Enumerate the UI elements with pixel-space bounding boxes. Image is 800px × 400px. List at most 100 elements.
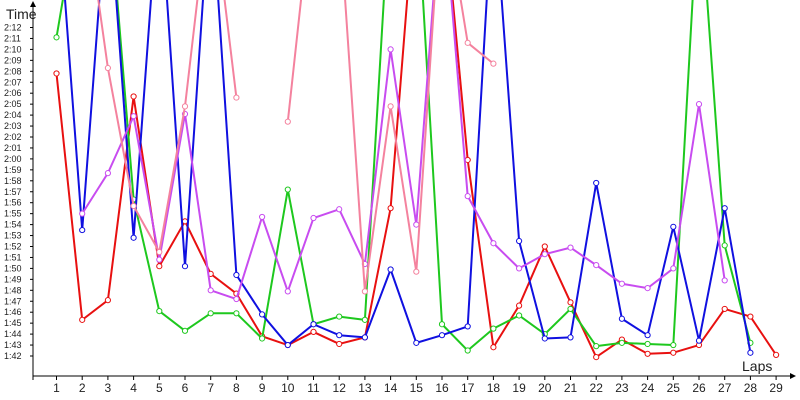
series-4-point	[259, 213, 266, 221]
y-axis-arrow	[30, 1, 36, 7]
series-4-point	[644, 285, 651, 292]
series-5-point	[464, 39, 471, 46]
y-tick-label: 1:44	[4, 329, 22, 339]
series-1-point	[541, 243, 548, 250]
series-1-point	[516, 302, 523, 309]
series-5-point	[104, 64, 112, 72]
series-4-point	[464, 193, 471, 200]
x-tick-label: 24	[641, 381, 655, 395]
series-2-point	[181, 327, 189, 334]
series-4-point	[104, 170, 112, 177]
series-1-point	[721, 305, 728, 313]
series-2-point	[593, 343, 600, 350]
series-4-point	[618, 280, 626, 287]
x-tick-label: 11	[307, 381, 320, 395]
series-1-point	[670, 349, 677, 356]
series-2-point	[156, 308, 163, 315]
x-axis-ticks: 1 2 3 4 5 6 7 8 9 10 11 12 13 14 15 16 17 18 19 20 21 22 23 24 2…	[53, 376, 783, 395]
y-tick-label: 1:43	[4, 340, 22, 350]
series-3-point	[413, 339, 420, 346]
series-3-point	[181, 263, 189, 270]
series-5-point	[181, 103, 189, 110]
x-tick-label: 15	[410, 381, 424, 395]
series-1-point	[104, 297, 112, 304]
series-2-point	[233, 310, 240, 317]
y-tick-label: 1:59	[4, 165, 22, 175]
y-tick-label: 2:07	[4, 77, 22, 87]
series-2-point	[670, 341, 677, 349]
series-4-point	[233, 295, 240, 303]
series-1-point	[464, 156, 471, 164]
series-5-point	[413, 268, 420, 275]
series-3-point	[233, 271, 240, 279]
series-4-point	[156, 256, 163, 263]
series-3-line	[64, 0, 752, 353]
series-4-point	[567, 244, 574, 251]
series-3-point	[336, 332, 343, 339]
series-2-point	[567, 305, 574, 313]
y-tick-label: 1:48	[4, 285, 22, 295]
x-tick-label: 8	[233, 381, 240, 395]
series-2	[53, 0, 754, 354]
series-5-point	[233, 94, 240, 101]
series-4-point	[593, 262, 600, 269]
series-3-point	[130, 234, 137, 241]
series-2-point	[490, 325, 497, 332]
series-1-point	[79, 316, 86, 323]
x-tick-label: 29	[769, 381, 783, 395]
series-2-point	[464, 347, 471, 354]
x-tick-label: 10	[281, 381, 295, 395]
series-5-line	[97, 0, 238, 253]
x-tick-label: 18	[487, 381, 501, 395]
series-1-point	[336, 340, 343, 348]
x-tick-label: 7	[207, 381, 214, 395]
series-3-point	[593, 179, 600, 187]
series-4-point	[387, 46, 394, 53]
series-2-line	[55, 0, 752, 352]
x-tick-label: 4	[130, 381, 137, 395]
y-tick-label: 2:12	[4, 23, 22, 33]
series-4-point	[413, 221, 420, 228]
x-tick-label: 25	[667, 381, 681, 395]
y-tick-label: 1:50	[4, 263, 22, 273]
series-3-point	[644, 332, 651, 339]
series-1-point	[387, 205, 394, 212]
series-4-point	[207, 287, 214, 294]
series-5-point	[284, 118, 291, 125]
y-tick-label: 1:55	[4, 209, 22, 219]
series-4-point	[516, 265, 523, 272]
series-2-point	[516, 312, 523, 319]
series-1-point	[53, 70, 60, 77]
x-tick-label: 2	[79, 381, 86, 395]
series-3-point	[516, 237, 523, 245]
series-4-point	[130, 113, 137, 120]
x-tick-label: 20	[538, 381, 552, 395]
series-4-point	[284, 288, 291, 295]
x-tick-label: 5	[156, 381, 163, 395]
y-tick-label: 2:09	[4, 55, 22, 65]
series-3-point	[747, 349, 754, 356]
x-tick-label: 28	[744, 381, 758, 395]
y-tick-label: 2:06	[4, 88, 22, 98]
y-tick-label: 1:46	[4, 307, 22, 317]
series-3-point	[567, 334, 574, 341]
y-tick-label: 2:10	[4, 44, 22, 54]
series-3-point	[438, 332, 446, 339]
series-3	[64, 0, 754, 356]
series-1-point	[747, 313, 754, 320]
series-2-point	[53, 34, 60, 41]
series-3-point	[284, 341, 291, 349]
x-axis-title: Laps	[742, 358, 772, 374]
y-tick-label: 1:54	[4, 220, 22, 230]
x-tick-label: 17	[461, 381, 475, 395]
y-tick-label: 2:04	[4, 110, 22, 120]
y-tick-label: 1:52	[4, 242, 22, 252]
series-4-point	[336, 206, 343, 213]
series-3-point	[259, 311, 266, 318]
series-group	[53, 0, 780, 361]
series-1-point	[644, 350, 651, 357]
series-4-point	[541, 251, 548, 258]
y-tick-label: 1:57	[4, 187, 22, 197]
series-5-point	[490, 60, 497, 67]
x-axis-arrow	[790, 373, 796, 379]
